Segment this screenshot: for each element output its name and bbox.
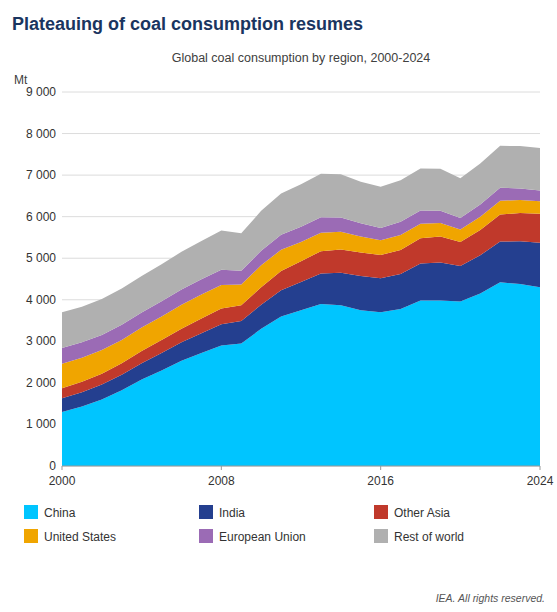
subtitle: Global coal consumption by region, 2000-… (172, 51, 431, 65)
grid-line (62, 133, 540, 134)
legend-swatch (199, 529, 213, 543)
legend-label: United States (44, 530, 116, 544)
x-tick (62, 466, 63, 470)
x-tick (380, 466, 381, 470)
legend-label: China (44, 506, 76, 520)
grid-line (62, 466, 540, 467)
y-tick-label: 5 000 (26, 251, 56, 265)
x-tick (221, 466, 222, 470)
legend-swatch (24, 529, 38, 543)
x-tick-label: 2016 (367, 474, 394, 488)
legend-label: India (219, 506, 245, 520)
title: Plateauing of coal consumption resumes (12, 14, 363, 34)
legend-swatch (199, 505, 213, 519)
y-tick-label: 4 000 (26, 293, 56, 307)
attribution: IEA. All rights reserved. (436, 592, 545, 604)
y-tick-label: 2 000 (26, 376, 56, 390)
x-axis-line (62, 466, 540, 467)
legend-label: Rest of world (394, 530, 464, 544)
x-tick-label: 2008 (208, 474, 235, 488)
legend: China India Other Asia United States Europea… (24, 505, 464, 544)
x-tick (540, 466, 541, 470)
legend-swatch (24, 505, 38, 519)
legend-swatch (374, 505, 388, 519)
x-tick-label: 2000 (49, 474, 76, 488)
grid (62, 92, 540, 466)
legend-swatch (374, 529, 388, 543)
y-tick-label: 1 000 (26, 417, 56, 431)
y-tick-label: 7 000 (26, 168, 56, 182)
areas (62, 146, 540, 466)
y-tick-label: 8 000 (26, 127, 56, 141)
x-tick-label: 2024 (527, 474, 554, 488)
area (62, 146, 540, 348)
legend-label: European Union (219, 530, 306, 544)
y-tick-label: 0 (49, 459, 56, 473)
y-tick-label: 9 000 (26, 85, 56, 99)
y-tick-label: 6 000 (26, 210, 56, 224)
legend-label: Other Asia (394, 506, 450, 520)
y-tick-label: 3 000 (26, 334, 56, 348)
grid-line (62, 92, 540, 93)
chart: Plateauing of coal consumption resumes Gl… (0, 0, 557, 612)
